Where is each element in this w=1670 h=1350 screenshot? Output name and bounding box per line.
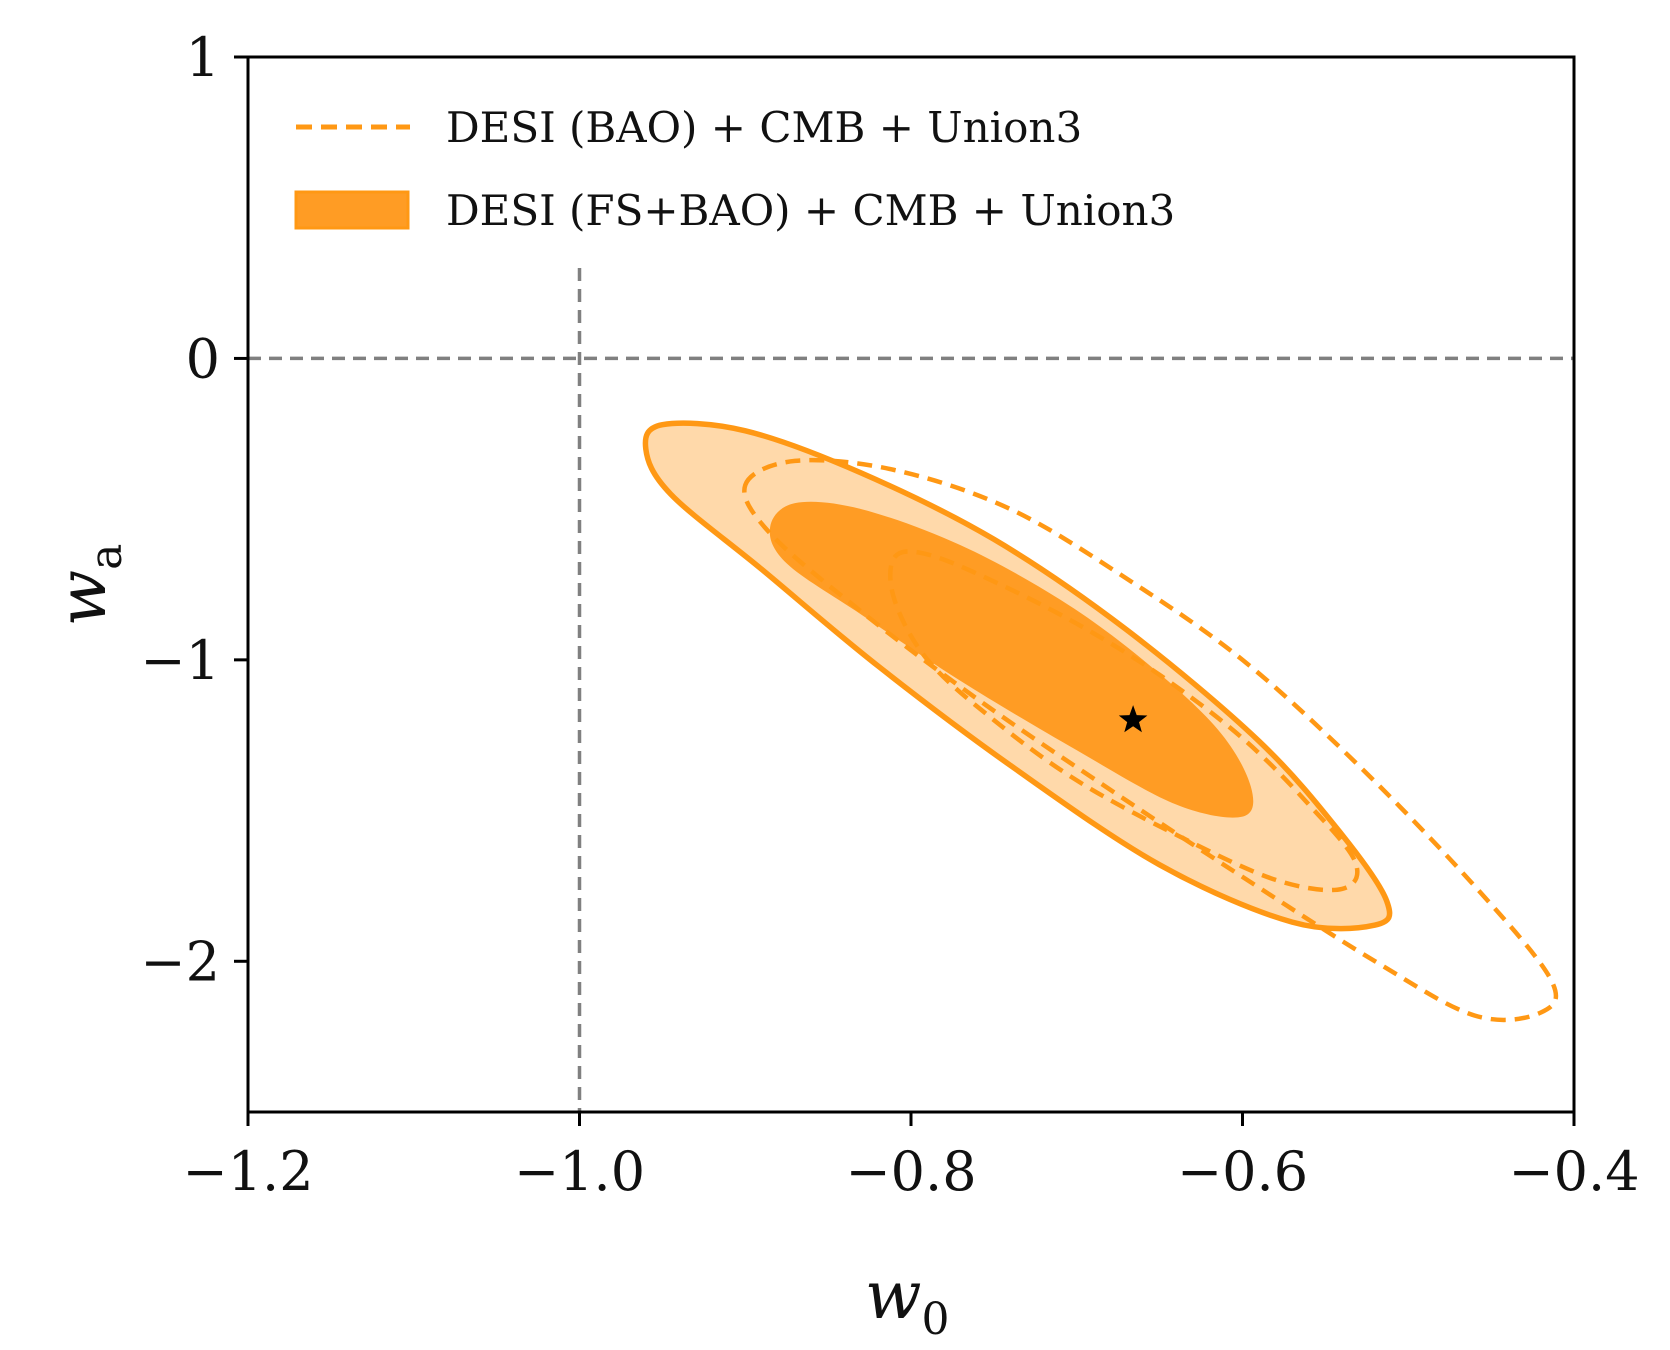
contour-line-bao-68 [888, 549, 1360, 893]
y-axis-label: wa [44, 544, 132, 627]
x-tick-label: −1.2 [182, 1140, 313, 1203]
best-fit-star-icon [1118, 705, 1148, 733]
y-tick-label: −1 [140, 629, 220, 692]
legend-filled-swatch [294, 190, 410, 230]
contour-line-fs-bao-95 [642, 420, 1393, 932]
x-tick-label: −1.0 [514, 1140, 645, 1203]
legend: DESI (BAO) + CMB + Union3 DESI (FS+BAO) … [294, 103, 1175, 235]
y-tick-label: 1 [186, 26, 220, 89]
tick-marks [234, 55, 1576, 1126]
tick-labels: −1.2 −1.0 −0.8 −0.6 −0.4 1 0 −1 −2 [140, 26, 1639, 1203]
reference-lines [248, 268, 1574, 1112]
x-axis-label: w0 [865, 1257, 950, 1345]
contours-layer [642, 420, 1559, 1023]
contour-fill-fs-bao-68 [769, 501, 1254, 818]
x-tick-label: −0.6 [1177, 1140, 1308, 1203]
x-tick-label: −0.8 [845, 1140, 976, 1203]
legend-label-fs-bao: DESI (FS+BAO) + CMB + Union3 [446, 186, 1175, 235]
y-tick-label: −2 [140, 930, 220, 993]
y-tick-label: 0 [186, 327, 220, 390]
x-tick-label: −0.4 [1508, 1140, 1639, 1203]
contour-line-bao-95 [742, 457, 1559, 1023]
legend-label-bao: DESI (BAO) + CMB + Union3 [446, 103, 1082, 152]
markers-layer [1118, 705, 1148, 733]
